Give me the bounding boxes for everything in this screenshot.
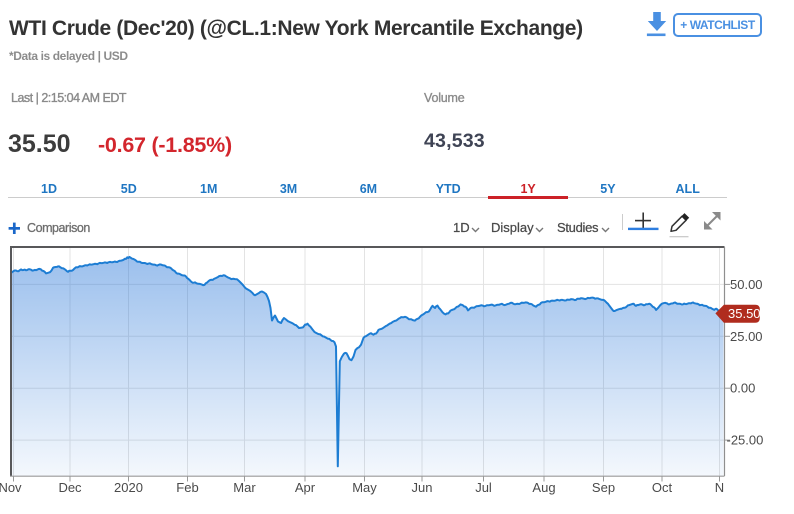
svg-text:Nov: Nov <box>0 480 22 495</box>
svg-text:0.00: 0.00 <box>730 381 755 396</box>
svg-text:25.00: 25.00 <box>730 329 763 344</box>
svg-text:2020: 2020 <box>114 480 143 495</box>
svg-text:50.00: 50.00 <box>730 277 763 292</box>
svg-text:-25.00: -25.00 <box>727 433 764 448</box>
svg-text:Aug: Aug <box>532 480 555 495</box>
svg-text:Feb: Feb <box>176 480 198 495</box>
svg-text:Dec: Dec <box>58 480 82 495</box>
svg-text:May: May <box>352 480 377 495</box>
svg-text:Oct: Oct <box>652 480 673 495</box>
svg-text:35.50: 35.50 <box>728 306 761 321</box>
svg-text:Apr: Apr <box>295 480 316 495</box>
svg-text:N: N <box>715 480 724 495</box>
svg-text:Jul: Jul <box>475 480 492 495</box>
svg-text:Sep: Sep <box>592 480 615 495</box>
svg-text:Jun: Jun <box>412 480 433 495</box>
svg-text:Mar: Mar <box>233 480 256 495</box>
